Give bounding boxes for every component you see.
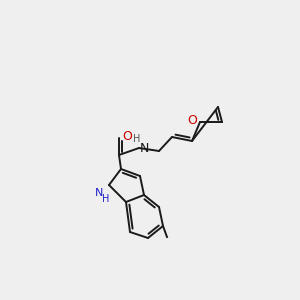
Text: H: H	[102, 194, 110, 204]
Text: H: H	[133, 134, 141, 144]
Text: N: N	[95, 188, 103, 198]
Text: O: O	[122, 130, 132, 143]
Text: N: N	[139, 142, 149, 154]
Text: O: O	[187, 113, 197, 127]
